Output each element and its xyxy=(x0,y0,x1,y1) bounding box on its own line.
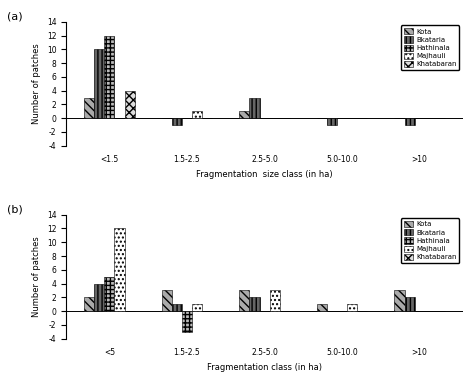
Legend: Kota, Bkataria, Hathinala, Majhauli, Khatabaran: Kota, Bkataria, Hathinala, Majhauli, Kha… xyxy=(401,25,459,70)
Bar xyxy=(239,290,249,311)
Bar xyxy=(347,304,357,311)
Bar xyxy=(104,277,115,311)
Bar xyxy=(239,111,249,118)
Bar xyxy=(249,297,259,311)
Bar xyxy=(182,311,192,332)
X-axis label: Fragmentation  size class (in ha): Fragmentation size class (in ha) xyxy=(196,170,333,179)
Bar xyxy=(249,98,259,118)
Bar xyxy=(394,290,404,311)
Bar xyxy=(317,304,327,311)
Bar xyxy=(104,36,115,118)
Bar xyxy=(192,304,202,311)
Bar xyxy=(172,304,182,311)
Bar xyxy=(125,91,135,118)
Text: (a): (a) xyxy=(7,12,22,22)
X-axis label: Fragmentation class (in ha): Fragmentation class (in ha) xyxy=(207,363,322,372)
Bar xyxy=(192,111,202,118)
Text: (b): (b) xyxy=(7,205,22,215)
Y-axis label: Number of patches: Number of patches xyxy=(32,43,41,124)
Y-axis label: Number of patches: Number of patches xyxy=(32,236,41,317)
Bar xyxy=(84,98,94,118)
Bar xyxy=(84,297,94,311)
Bar xyxy=(172,118,182,125)
Bar xyxy=(327,118,337,125)
Bar xyxy=(94,49,104,118)
Bar xyxy=(162,290,172,311)
Bar xyxy=(115,229,125,311)
Bar xyxy=(94,283,104,311)
Legend: Kota, Bkataria, Hathinala, Majhauli, Khatabaran: Kota, Bkataria, Hathinala, Majhauli, Kha… xyxy=(401,218,459,263)
Bar xyxy=(404,118,415,125)
Bar xyxy=(270,290,280,311)
Bar xyxy=(404,297,415,311)
